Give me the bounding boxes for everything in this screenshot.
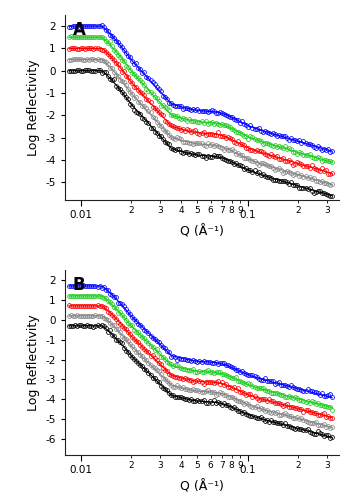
X-axis label: Q (Å⁻¹): Q (Å⁻¹) xyxy=(180,480,223,494)
Y-axis label: Log Reflectivity: Log Reflectivity xyxy=(27,59,39,156)
X-axis label: Q (Å⁻¹): Q (Å⁻¹) xyxy=(180,225,223,238)
Y-axis label: Log Reflectivity: Log Reflectivity xyxy=(27,314,39,411)
Text: A: A xyxy=(73,20,86,38)
Text: B: B xyxy=(73,276,86,293)
